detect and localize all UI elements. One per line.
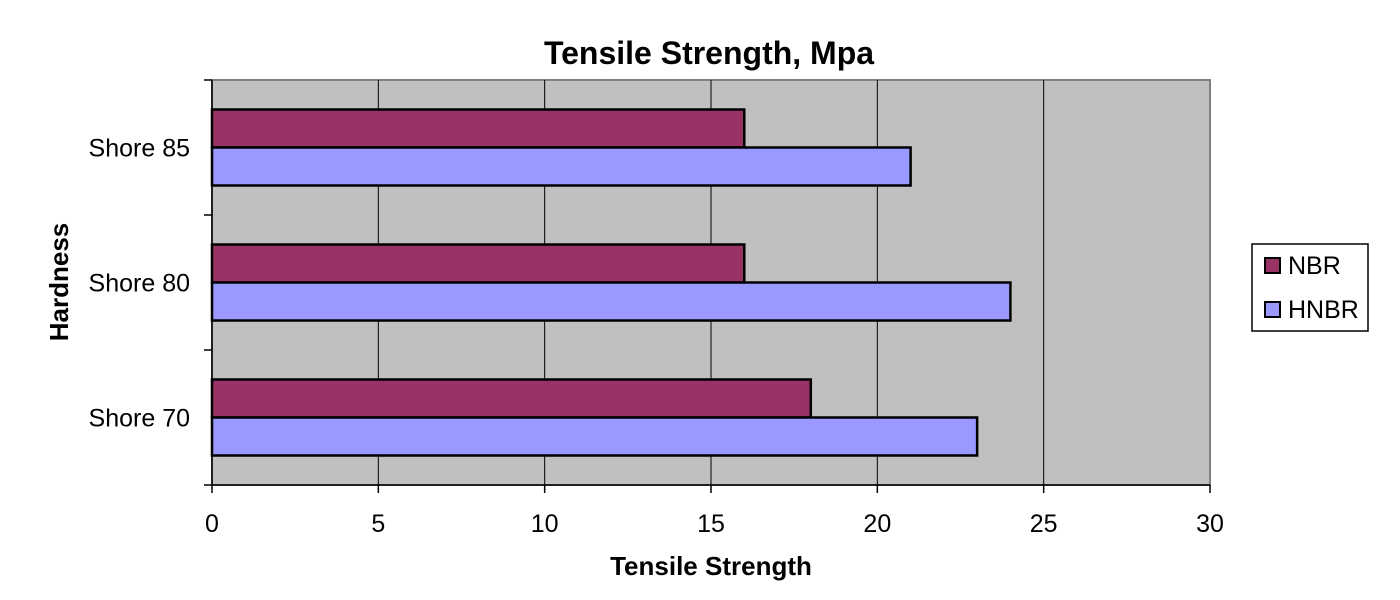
legend-swatch-hnbr xyxy=(1264,301,1281,318)
bar-hnbr-shore-85 xyxy=(210,146,912,187)
x-tick-label: 25 xyxy=(1030,510,1058,538)
x-tick-label: 20 xyxy=(863,510,891,538)
y-tick-labels: Shore 85 Shore 80 Shore 70 xyxy=(89,135,190,433)
x-tick-label: 0 xyxy=(205,510,219,538)
y-tick-label: Shore 70 xyxy=(89,405,190,433)
legend-swatch-nbr xyxy=(1264,257,1281,274)
bar-hnbr-shore-70 xyxy=(210,416,979,457)
x-axis-title: Tensile Strength xyxy=(610,551,812,581)
legend-items: NBR HNBR xyxy=(1264,252,1359,324)
x-tick-label: 10 xyxy=(531,510,559,538)
bar-nbr-shore-85 xyxy=(210,108,746,149)
x-tick-label: 5 xyxy=(371,510,385,538)
legend-label-hnbr: HNBR xyxy=(1288,296,1359,324)
x-tick-labels: 0 5 10 15 20 25 30 xyxy=(205,510,1224,538)
bar-nbr-shore-70 xyxy=(210,378,813,419)
bar-nbr-shore-80 xyxy=(210,243,746,284)
y-axis-title: Hardness xyxy=(44,223,74,342)
bar-hnbr-shore-80 xyxy=(210,281,1012,322)
legend: NBR HNBR xyxy=(1251,243,1369,332)
y-tick-label: Shore 85 xyxy=(89,135,190,163)
legend-label-nbr: NBR xyxy=(1288,252,1341,280)
x-tick-label: 15 xyxy=(697,510,725,538)
y-tick-label: Shore 80 xyxy=(89,270,190,298)
chart-title: Tensile Strength, Mpa xyxy=(544,35,874,71)
axes xyxy=(204,79,1211,493)
x-tick-label: 30 xyxy=(1196,510,1224,538)
